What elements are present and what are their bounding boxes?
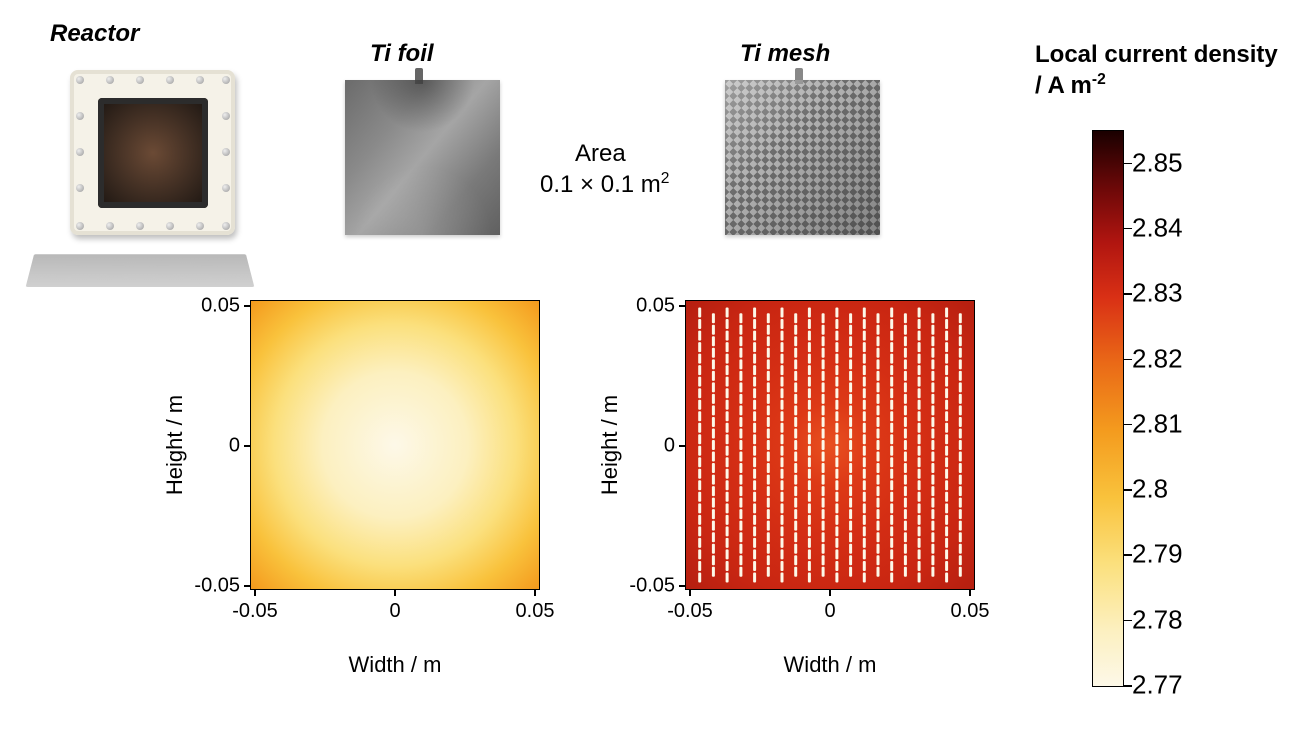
colorbar xyxy=(1092,130,1124,687)
colorbar-tick: 2.81 xyxy=(1132,408,1183,439)
ti-mesh-label: Ti mesh xyxy=(740,40,830,68)
area-exponent: 2 xyxy=(661,170,670,187)
colorbar-title: Local current density / A m-2 xyxy=(1035,40,1278,101)
colorbar-tick: 2.78 xyxy=(1132,604,1183,635)
mesh-heatmap: Height / m Width / m 0.05 0 -0.05 -0.05 … xyxy=(610,290,990,720)
colorbar-tick: 2.77 xyxy=(1132,670,1183,701)
foil-ytick: 0 xyxy=(229,435,240,458)
ti-mesh-photo xyxy=(725,80,880,235)
colorbar-tick: 2.8 xyxy=(1132,474,1168,505)
area-label-line1: Area xyxy=(575,140,626,168)
area-label-line2: 0.1 × 0.1 m2 xyxy=(540,170,669,199)
foil-ytick: 0.05 xyxy=(201,295,240,318)
foil-ylabel: Height / m xyxy=(162,395,188,495)
foil-xtick: -0.05 xyxy=(232,600,278,623)
reactor-label: Reactor xyxy=(50,20,139,48)
colorbar-title-line2: / A m-2 xyxy=(1035,70,1278,101)
mesh-ytick: 0.05 xyxy=(636,295,675,318)
area-value: 0.1 × 0.1 m xyxy=(540,171,661,198)
colorbar-tick: 2.83 xyxy=(1132,278,1183,309)
colorbar-tick: 2.84 xyxy=(1132,212,1183,243)
ti-foil-photo xyxy=(345,80,500,235)
mesh-xtick: 0 xyxy=(824,600,835,623)
mesh-plot-frame xyxy=(685,300,975,590)
mesh-ytick: 0 xyxy=(664,435,675,458)
colorbar-tick: 2.79 xyxy=(1132,539,1183,570)
foil-ytick: -0.05 xyxy=(194,575,240,598)
foil-heatmap: Height / m Width / m 0.05 0 -0.05 -0.05 … xyxy=(175,290,555,720)
colorbar-tick: 2.85 xyxy=(1132,147,1183,178)
foil-xtick: 0 xyxy=(389,600,400,623)
foil-xtick: 0.05 xyxy=(516,600,555,623)
colorbar-title-line1: Local current density xyxy=(1035,40,1278,70)
foil-plot-frame xyxy=(250,300,540,590)
reactor-photo xyxy=(40,60,250,290)
mesh-xtick: 0.05 xyxy=(951,600,990,623)
foil-xlabel: Width / m xyxy=(349,652,442,678)
colorbar-tick: 2.82 xyxy=(1132,343,1183,374)
mesh-ylabel: Height / m xyxy=(597,395,623,495)
mesh-ytick: -0.05 xyxy=(629,575,675,598)
mesh-xtick: -0.05 xyxy=(667,600,713,623)
ti-foil-label: Ti foil xyxy=(370,40,434,68)
mesh-xlabel: Width / m xyxy=(784,652,877,678)
